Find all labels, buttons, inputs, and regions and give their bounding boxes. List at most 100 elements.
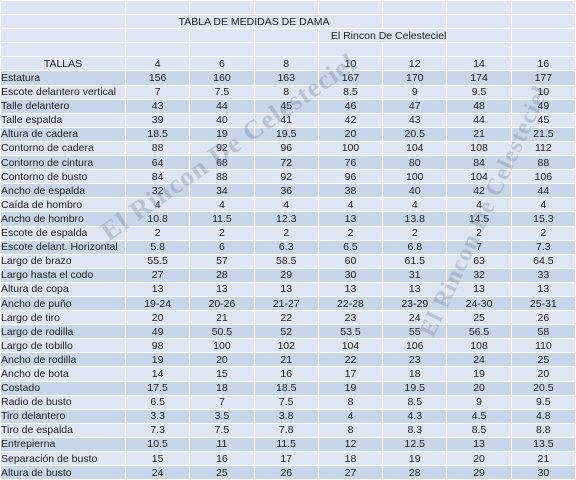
measurement-value: 68 [190, 156, 254, 170]
measurement-value: 42 [447, 184, 511, 198]
measurement-value: 39 [126, 113, 190, 127]
measurement-value: 63 [447, 254, 511, 268]
measurement-value: 96 [318, 170, 383, 184]
measurement-value: 41 [254, 113, 318, 127]
measurement-value: 48 [447, 99, 511, 113]
measurement-value: 49 [126, 325, 190, 339]
size-header: 10 [318, 57, 383, 71]
measurement-row: Contorno de cintura 64 68 72 76 80 84 88 [1, 156, 575, 170]
author-row: El Rincon De Celesteciel [1, 29, 575, 43]
measurement-value: 9 [383, 85, 447, 99]
cell [383, 1, 447, 15]
measurement-value: 20 [447, 452, 511, 466]
measurement-value: 14 [126, 367, 190, 381]
measurement-value: 29 [254, 268, 318, 282]
measurement-label: Talle delantero [1, 99, 125, 113]
measurement-label: Separación de busto [1, 452, 125, 466]
measurement-row: Talle espalda 39 40 41 42 43 44 45 [1, 113, 575, 127]
measurement-value: 13.8 [383, 212, 447, 226]
measurement-label: Largo de brazo [1, 254, 125, 268]
measurement-value: 7.5 [190, 423, 254, 437]
measurement-value: 38 [318, 184, 383, 198]
measurement-value: 27 [318, 466, 383, 480]
measurement-label: Largo de rodilla [1, 325, 125, 339]
measurement-value: 16 [254, 367, 318, 381]
measurement-value: 106 [383, 339, 447, 353]
measurement-row: Ancho de puño 19-24 20-26 21-27 22-28 23-29 24… [1, 296, 575, 311]
measurement-value: 60 [318, 254, 383, 268]
cell [1, 43, 125, 57]
measurement-value: 61.5 [383, 254, 447, 268]
measurement-row: Largo de rodilla 49 50.5 52 53.5 55 56.5 58 [1, 325, 575, 339]
measurement-value: 156 [126, 71, 190, 85]
cell [511, 29, 575, 43]
size-header: 8 [254, 57, 318, 71]
author-credit: El Rincon De Celesteciel [318, 29, 447, 43]
measurement-value: 2 [318, 226, 383, 240]
measurement-value: 7.5 [254, 395, 318, 409]
measurement-row: Largo de brazo 55.5 57 58.5 60 61.5 63 64.5 [1, 254, 575, 268]
measurement-value: 13 [447, 282, 511, 296]
measurement-row: Ancho de espalda 32 34 36 38 40 42 44 [1, 184, 575, 198]
measurement-label: Altura de busto [1, 466, 125, 480]
measurement-value: 100 [190, 339, 254, 353]
measurement-value: 5.8 [126, 240, 190, 254]
measurement-value: 12.5 [383, 437, 447, 451]
measurement-value: 16 [190, 452, 254, 466]
measurement-value: 18 [318, 452, 383, 466]
measurement-row: Tiro delantero 3.3 3.5 3.8 4 4.3 4.5 4.8 [1, 409, 575, 423]
measurement-value: 43 [383, 113, 447, 127]
measurement-value: 30 [318, 268, 383, 282]
measurement-value: 108 [447, 141, 511, 156]
measurement-value: 76 [318, 156, 383, 170]
measurement-value: 106 [511, 170, 575, 184]
cell [254, 43, 318, 57]
cell [190, 29, 254, 43]
measurement-value: 167 [318, 71, 383, 85]
measurement-value: 4 [190, 198, 254, 212]
measurement-value: 40 [190, 113, 254, 127]
measurement-value: 4 [254, 198, 318, 212]
measurement-value: 15 [126, 452, 190, 466]
measurement-value: 100 [383, 170, 447, 184]
measurement-value: 4 [318, 198, 383, 212]
measurement-value: 88 [511, 156, 575, 170]
measurement-value: 104 [447, 170, 511, 184]
measurement-label: Radio de busto [1, 395, 125, 409]
measurement-value: 24 [126, 466, 190, 480]
measurement-value: 19 [383, 452, 447, 466]
cell [190, 43, 254, 57]
measurement-value: 28 [383, 466, 447, 480]
measurement-value: 43 [126, 99, 190, 113]
measurement-value: 160 [190, 71, 254, 85]
measurement-row: Separación de busto 15 16 17 18 19 20 21 [1, 452, 575, 466]
measurement-value: 6.5 [318, 240, 383, 254]
measurement-value: 7.3 [511, 240, 575, 254]
measurement-label: Ancho de espalda [1, 184, 125, 198]
measurement-value: 30 [511, 466, 575, 480]
measurement-row: Altura de busto 24 25 26 27 28 29 30 [1, 466, 575, 480]
measurement-value: 4 [126, 198, 190, 212]
measurement-value: 19 [447, 367, 511, 381]
measurement-value: 34 [190, 184, 254, 198]
measurement-value: 45 [254, 99, 318, 113]
measurement-value: 25 [511, 353, 575, 367]
cell [511, 15, 575, 29]
measurement-value: 58 [511, 325, 575, 339]
measurement-value: 88 [190, 170, 254, 184]
measurement-value: 13 [318, 282, 383, 296]
measurement-value: 7.5 [190, 85, 254, 99]
blank-row [1, 43, 575, 57]
measurement-value: 19.5 [383, 381, 447, 395]
measurement-label: Ancho de bota [1, 367, 125, 381]
measurement-value: 64 [126, 156, 190, 170]
measurement-label: Costado [1, 381, 125, 395]
measurement-value: 8.5 [383, 395, 447, 409]
measurement-value: 4 [383, 198, 447, 212]
measurement-value: 18.5 [254, 381, 318, 395]
measurement-value: 9.5 [511, 395, 575, 409]
measurement-value: 24-30 [447, 296, 511, 311]
blank-row [1, 1, 575, 15]
measurement-value: 4 [318, 409, 383, 423]
measurement-value: 23 [318, 311, 383, 325]
